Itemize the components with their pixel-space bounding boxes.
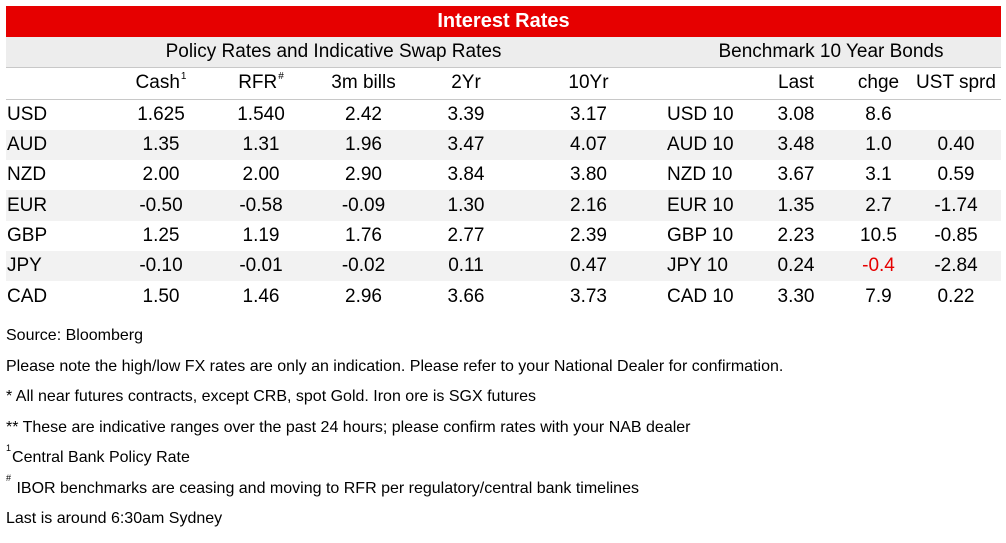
rfr-rate-cell: 1.31 xyxy=(211,129,311,161)
swap-2yr-cell: 3.47 xyxy=(416,129,516,161)
bond-name-cell: JPY 10 xyxy=(661,251,746,282)
col-header-last: Last xyxy=(746,68,846,100)
bond-last-cell: 1.35 xyxy=(746,190,846,221)
swap-10yr-cell: 2.39 xyxy=(570,224,607,246)
swap-2yr-cell: 3.84 xyxy=(447,164,485,186)
ust-spread-cell: 0.22 xyxy=(937,285,975,307)
cash-rate-cell: 1.50 xyxy=(142,285,180,307)
central-bank-note: 1Central Bank Policy Rate xyxy=(6,442,190,466)
cash-rate-cell: 1.35 xyxy=(111,129,211,161)
col-header-cash: Cash 1 xyxy=(111,68,211,100)
col-header-chge: chge xyxy=(846,68,911,100)
currency-cell: NZD xyxy=(7,164,47,186)
rfr-rate-cell: 1.46 xyxy=(242,285,280,307)
section-policy-rates: Policy Rates and Indicative Swap Rates xyxy=(6,37,661,69)
bond-change-cell: 10.5 xyxy=(860,224,897,246)
source-note: Source: Bloomberg xyxy=(6,327,143,344)
rfr-rate-cell: 1.540 xyxy=(237,103,285,125)
swap-10yr-cell: 2.16 xyxy=(516,190,661,221)
cash-rate-cell: 2.00 xyxy=(142,164,180,186)
col-header-2yr: 2Yr xyxy=(416,68,516,100)
bond-name-cell: GBP 10 xyxy=(667,224,734,246)
bond-last-cell: 0.24 xyxy=(746,251,846,282)
cash-rate-cell: 1.625 xyxy=(137,103,185,125)
cash-rate-cell: -0.10 xyxy=(111,251,211,282)
ibor-note: # IBOR benchmarks are ceasing and moving… xyxy=(6,473,639,497)
bond-change-cell: 8.6 xyxy=(865,103,892,125)
bond-last-cell: 3.08 xyxy=(777,103,815,125)
currency-cell: AUD xyxy=(6,129,111,161)
bills-3m-cell: 1.76 xyxy=(345,224,382,246)
swap-2yr-cell: 3.39 xyxy=(447,103,485,125)
bond-change-cell: 7.9 xyxy=(865,285,892,307)
bond-change-cell: 2.7 xyxy=(846,190,911,221)
cash-rate-cell: -0.50 xyxy=(111,190,211,221)
col-header-3m-bills: 3m bills xyxy=(311,68,416,100)
fx-disclaimer-note: Please note the high/low FX rates are on… xyxy=(6,357,784,375)
swap-2yr-cell: 0.11 xyxy=(416,251,516,282)
ust-spread-cell: -1.74 xyxy=(911,190,1001,221)
bond-last-cell: 3.48 xyxy=(746,129,846,161)
swap-10yr-cell: 4.07 xyxy=(516,129,661,161)
bond-name-cell: CAD 10 xyxy=(667,285,734,307)
currency-cell: GBP xyxy=(7,224,48,246)
col-header-10yr: 10Yr xyxy=(516,68,661,100)
currency-cell: JPY xyxy=(6,251,111,282)
swap-10yr-cell: 3.73 xyxy=(570,285,607,307)
bills-3m-cell: -0.09 xyxy=(311,190,416,221)
currency-cell: EUR xyxy=(6,190,111,221)
bills-3m-cell: 2.42 xyxy=(345,103,382,125)
bond-name-cell: EUR 10 xyxy=(661,190,746,221)
cash-rate-cell: 1.25 xyxy=(142,224,180,246)
table-title: Interest Rates xyxy=(6,6,1001,37)
currency-cell: CAD xyxy=(7,285,48,307)
rfr-rate-cell: 1.19 xyxy=(242,224,280,246)
bond-change-cell: -0.4 xyxy=(846,251,911,282)
bills-3m-cell: 1.96 xyxy=(311,129,416,161)
time-note: Last is around 6:30am Sydney xyxy=(6,510,223,527)
bond-last-cell: 3.67 xyxy=(777,164,815,186)
bond-name-cell: AUD 10 xyxy=(661,129,746,161)
swap-2yr-cell: 2.77 xyxy=(447,224,485,246)
rfr-rate-cell: -0.01 xyxy=(211,251,311,282)
ust-spread-cell: -0.85 xyxy=(934,224,978,246)
swap-10yr-cell: 3.80 xyxy=(570,164,607,186)
rfr-rate-cell: 2.00 xyxy=(242,164,280,186)
rfr-rate-cell: -0.58 xyxy=(211,190,311,221)
col-header-ust-sprd: UST sprd xyxy=(911,68,1001,100)
swap-10yr-cell: 3.17 xyxy=(570,103,607,125)
interest-rates-table: Policy Rates and Indicative Swap Rates B… xyxy=(6,37,1001,312)
col-header-blank xyxy=(6,68,111,100)
swap-10yr-cell: 0.47 xyxy=(516,251,661,282)
ranges-note: ** These are indicative ranges over the … xyxy=(6,418,691,436)
footnotes: Source: Bloomberg Please note the high/l… xyxy=(6,321,783,535)
ust-spread-cell: 0.40 xyxy=(911,129,1001,161)
section-bond-benchmarks: Benchmark 10 Year Bonds xyxy=(661,37,1001,69)
bond-name-cell: NZD 10 xyxy=(667,164,733,186)
futures-note: * All near futures contracts, except CRB… xyxy=(6,388,537,405)
ust-spread-cell: 0.59 xyxy=(937,164,975,186)
bills-3m-cell: -0.02 xyxy=(311,251,416,282)
bills-3m-cell: 2.90 xyxy=(345,164,382,186)
col-header-bond-blank xyxy=(661,68,746,100)
bond-name-cell: USD 10 xyxy=(667,103,734,125)
ust-spread-cell xyxy=(911,100,1001,130)
bond-change-cell: 1.0 xyxy=(846,129,911,161)
swap-2yr-cell: 3.66 xyxy=(447,285,485,307)
currency-cell: USD xyxy=(7,103,48,125)
ust-spread-cell: -2.84 xyxy=(911,251,1001,282)
bond-last-cell: 3.30 xyxy=(777,285,815,307)
bond-change-cell: 3.1 xyxy=(865,164,892,186)
bills-3m-cell: 2.96 xyxy=(345,285,382,307)
swap-2yr-cell: 1.30 xyxy=(416,190,516,221)
bond-last-cell: 2.23 xyxy=(777,224,815,246)
col-header-rfr: RFR # xyxy=(211,68,311,100)
